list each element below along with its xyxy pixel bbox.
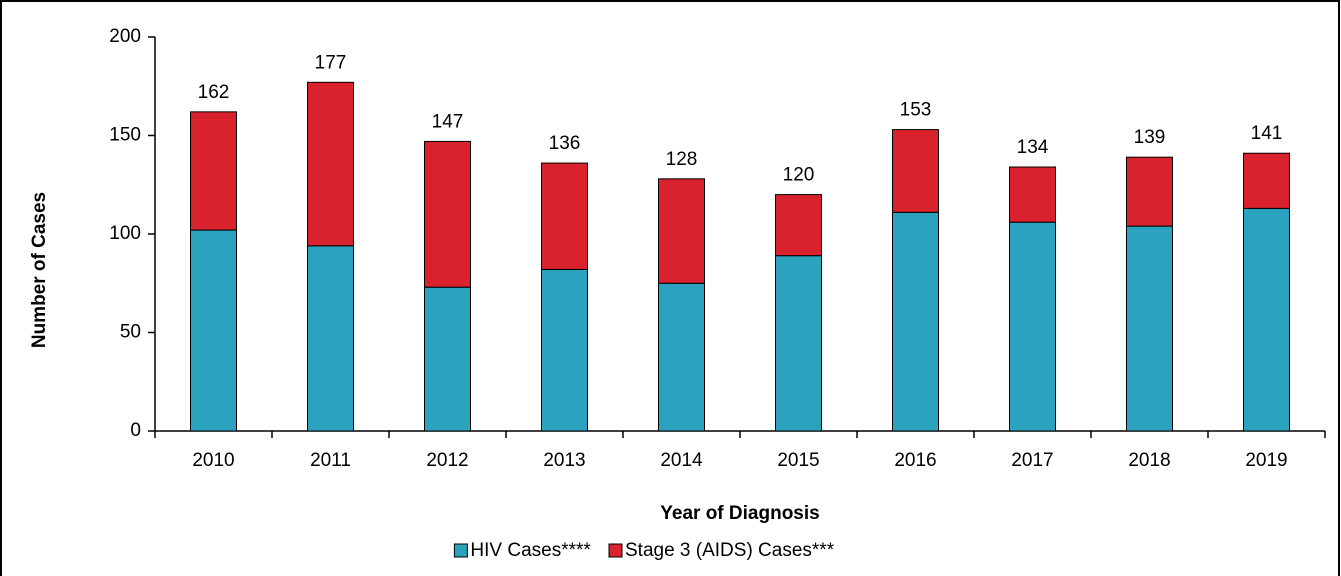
total-label: 153 (900, 100, 932, 121)
x-tick-label: 2018 (1128, 450, 1170, 471)
x-tick-label: 2011 (310, 450, 351, 471)
bar-segment (424, 140, 471, 288)
legend-swatch (608, 543, 623, 558)
bar-segment (1126, 225, 1173, 432)
x-tick-label: 2013 (543, 450, 585, 471)
y-tick-label: 150 (109, 125, 141, 146)
bar-segment (892, 129, 939, 213)
total-label: 120 (783, 165, 815, 186)
bar-segment (658, 178, 705, 284)
bar-segment (775, 194, 822, 257)
x-tick-label: 2015 (777, 450, 819, 471)
total-label: 128 (666, 149, 698, 170)
y-tick-label: 200 (109, 26, 141, 47)
y-tick-label: 100 (109, 223, 141, 244)
bar-segment (658, 282, 705, 432)
bar-segment (1009, 221, 1056, 432)
bar-segment (775, 255, 822, 432)
total-label: 141 (1251, 123, 1283, 144)
x-tick-label: 2016 (894, 450, 936, 471)
x-tick-label: 2017 (1011, 450, 1053, 471)
bar-segment (424, 286, 471, 432)
total-label: 134 (1017, 137, 1049, 158)
legend-label: Stage 3 (AIDS) Cases*** (625, 540, 835, 561)
x-tick-label: 2014 (660, 450, 703, 471)
x-tick-label: 2012 (426, 450, 468, 471)
bar-segment (1243, 207, 1290, 432)
x-axis-title: Year of Diagnosis (660, 503, 819, 524)
bar-segment (307, 81, 354, 247)
bar-segment (307, 245, 354, 432)
x-tick-label: 2019 (1245, 450, 1287, 471)
bar-segment (1009, 166, 1056, 223)
total-label: 162 (198, 82, 230, 103)
total-label: 177 (315, 52, 347, 73)
legend-label: HIV Cases**** (470, 540, 591, 561)
bar-segment (190, 229, 237, 432)
y-tick-label: 50 (120, 322, 141, 343)
bar-segment (190, 111, 237, 231)
total-label: 139 (1134, 127, 1166, 148)
bar-segment (1243, 152, 1290, 209)
y-tick-label: 0 (130, 420, 141, 441)
legend-swatch (453, 543, 468, 558)
bar-segment (541, 162, 588, 270)
total-label: 136 (549, 133, 581, 154)
y-axis-title: Number of Cases (29, 192, 50, 348)
x-tick-label: 2010 (192, 450, 234, 471)
total-label: 147 (432, 111, 464, 132)
bar-segment (892, 211, 939, 432)
bar-segment (541, 268, 588, 432)
bar-segment (1126, 156, 1173, 227)
